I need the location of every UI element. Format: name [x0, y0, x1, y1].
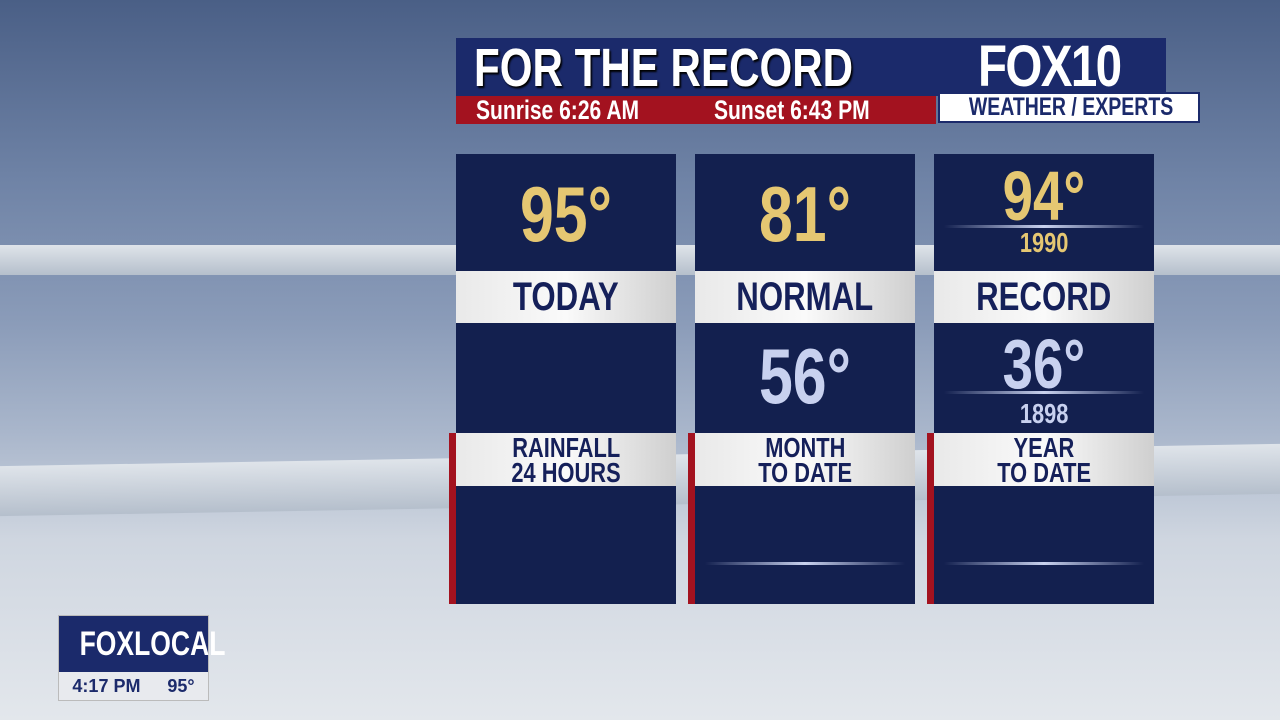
page-title: FOR THE RECORD — [474, 38, 854, 98]
weather-experts-logo: WEATHER / EXPERTS — [938, 92, 1200, 123]
bug-time: 4:17 PM — [72, 676, 141, 696]
record-high: 94° — [1002, 157, 1086, 235]
rainfall-label-1: RAINFALL — [512, 432, 620, 463]
record-low-year: 1898 — [1019, 398, 1069, 429]
sunrise-text: Sunrise 6:26 AM — [476, 95, 640, 125]
panel-normal: 81° NORMAL 56° MONTH TO DATE — [688, 154, 915, 604]
fox10-logo: FOX10 — [978, 34, 1122, 99]
divider-line — [944, 225, 1144, 228]
accent-bar — [927, 433, 934, 604]
panel-record: 94° 1990 RECORD 36° 1898 YEAR TO DATE — [927, 154, 1154, 604]
divider-line — [944, 562, 1144, 565]
normal-high: 81° — [758, 170, 851, 258]
record-label: RECORD — [976, 275, 1112, 319]
record-low: 36° — [1002, 325, 1086, 403]
sun-times-bar: Sunrise 6:26 AM Sunset 6:43 PM — [456, 95, 936, 125]
divider-line — [944, 391, 1144, 394]
year-label-2: TO DATE — [997, 457, 1091, 488]
accent-bar — [449, 433, 456, 604]
sunset-text: Sunset 6:43 PM — [714, 95, 870, 125]
accent-bar — [688, 433, 695, 604]
normal-low: 56° — [758, 332, 851, 420]
normal-label: NORMAL — [736, 275, 874, 319]
fox-local-logo: FOXLOCAL — [79, 625, 226, 663]
divider-line — [705, 562, 905, 565]
bug-temp: 95° — [167, 676, 195, 696]
fox-local-bug: FOXLOCAL 4:17 PM 95° — [58, 615, 225, 701]
today-label: TODAY — [513, 275, 619, 319]
month-label-2: TO DATE — [758, 457, 852, 488]
panel-today: 95° TODAY RAINFALL 24 HOURS — [449, 154, 676, 604]
year-label-1: YEAR — [1013, 432, 1075, 463]
record-high-year: 1990 — [1019, 227, 1069, 258]
month-label-1: MONTH — [764, 432, 846, 463]
header-bar — [456, 38, 1166, 96]
today-temp: 95° — [519, 170, 612, 258]
rainfall-label-2: 24 HOURS — [511, 457, 621, 488]
